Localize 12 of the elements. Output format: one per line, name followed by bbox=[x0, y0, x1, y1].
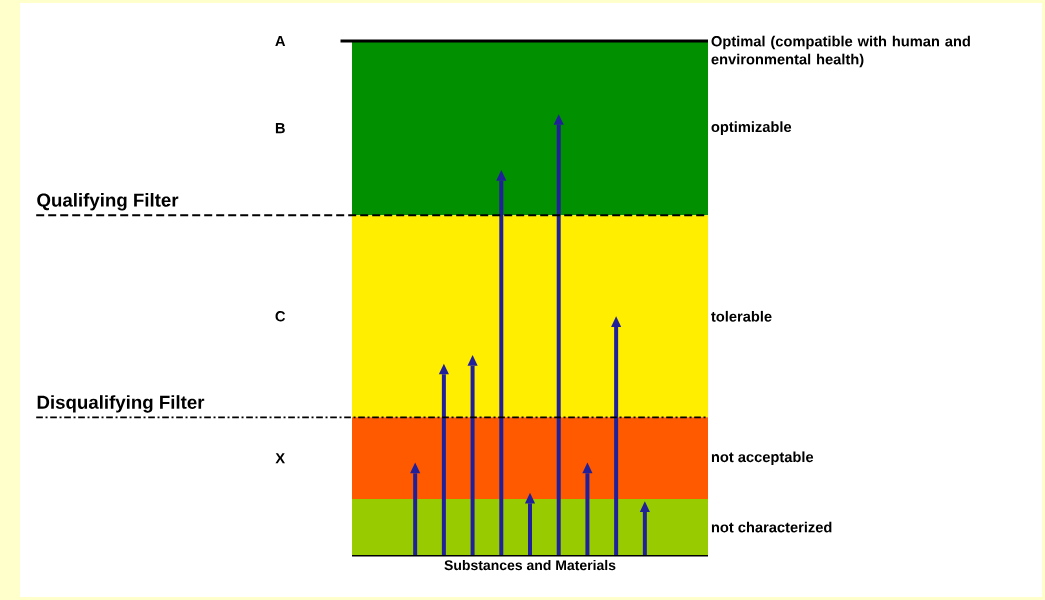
text: B bbox=[275, 123, 285, 134]
x-axis-title: Substances and Materials bbox=[444, 559, 616, 571]
text: A bbox=[275, 35, 286, 47]
band-label: not acceptable bbox=[711, 451, 814, 466]
band-label: optimizable bbox=[711, 121, 792, 135]
ref-line-label: Disqualifying Filter bbox=[37, 395, 205, 413]
text: X bbox=[275, 453, 285, 464]
band-label: not characterized bbox=[711, 521, 832, 533]
ref-line-label: Qualifying Filter bbox=[37, 193, 179, 211]
text: C bbox=[275, 311, 286, 322]
band-label: tolerable bbox=[711, 310, 772, 322]
ref-line-label: Optimal (compatible with human and environmental health) bbox=[711, 35, 970, 68]
